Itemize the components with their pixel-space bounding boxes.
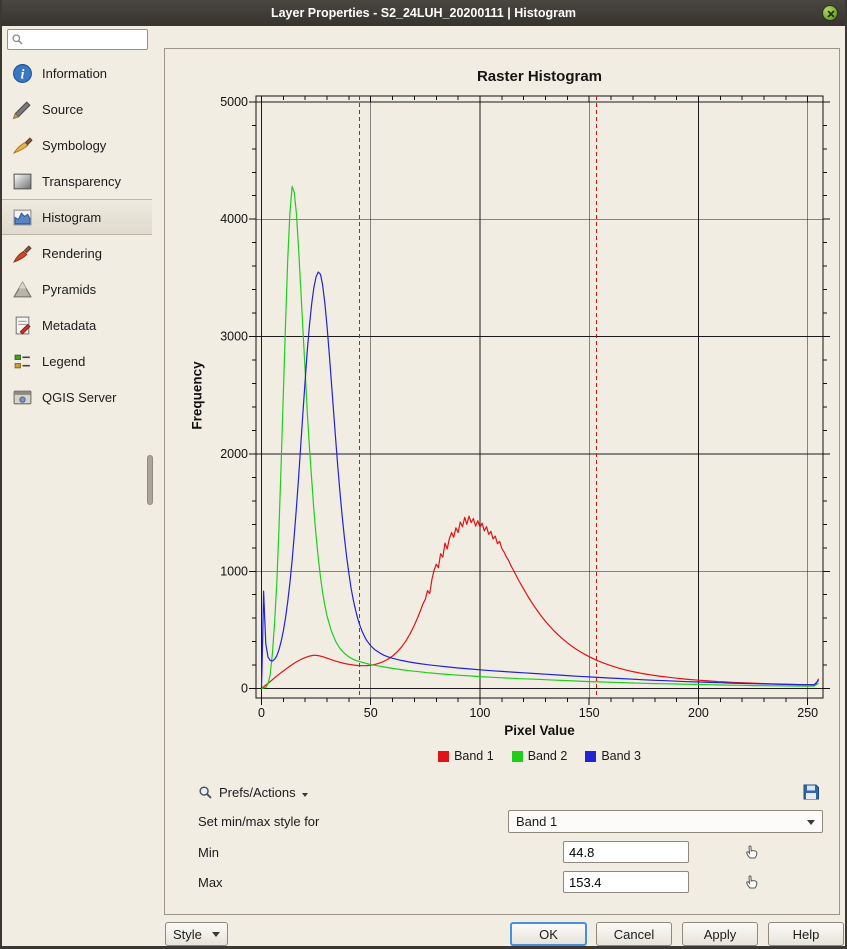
sidebar-item-symbology[interactable]: Symbology — [2, 127, 152, 163]
band1-swatch — [438, 750, 450, 762]
min-input[interactable] — [563, 841, 689, 863]
svg-text:0: 0 — [258, 706, 265, 720]
hand-pointer-icon — [746, 844, 758, 858]
sidebar-search-input[interactable] — [7, 29, 148, 50]
svg-text:0: 0 — [241, 682, 248, 696]
legend-item-band2: Band 2 — [511, 749, 567, 763]
svg-text:2000: 2000 — [220, 447, 248, 461]
sidebar-item-metadata[interactable]: Metadata — [2, 307, 152, 343]
sidebar-item-rendering[interactable]: Rendering — [2, 235, 152, 271]
max-label: Max — [198, 875, 223, 890]
sidebar-nav: i Information Source Symbology — [2, 55, 152, 415]
ok-button[interactable]: OK — [510, 922, 587, 946]
svg-text:50: 50 — [364, 706, 378, 720]
sidebar-item-qgis-server[interactable]: QGIS Server — [2, 379, 152, 415]
close-icon — [827, 10, 835, 18]
sidebar-item-legend[interactable]: Legend — [2, 343, 152, 379]
transparency-icon — [11, 170, 33, 192]
pick-min-button[interactable] — [741, 841, 763, 863]
max-input[interactable] — [563, 871, 689, 893]
sidebar-item-histogram[interactable]: Histogram — [2, 199, 152, 235]
prefs-actions-button[interactable]: Prefs/Actions — [198, 785, 308, 800]
pick-max-button[interactable] — [741, 871, 763, 893]
hand-pointer-icon — [746, 874, 758, 888]
histogram-panel: Raster Histogram 0 50 100 150 200 250 0 1000 200… — [164, 48, 840, 915]
x-axis-label: Pixel Value — [504, 723, 575, 738]
source-icon — [11, 98, 33, 120]
save-histogram-button[interactable] — [799, 782, 823, 804]
legend-icon — [11, 350, 33, 372]
histogram-icon — [11, 206, 33, 228]
help-button[interactable]: Help — [768, 922, 844, 946]
chart-legend: Band 1 Band 2 Band 3 — [256, 749, 823, 763]
band3-swatch — [585, 750, 597, 762]
legend-item-band3: Band 3 — [585, 749, 641, 763]
band-select[interactable]: Band 1 — [508, 810, 823, 833]
legend-item-band1: Band 1 — [438, 749, 494, 763]
y-axis-label: Frequency — [189, 361, 205, 430]
close-button[interactable] — [822, 5, 838, 21]
save-icon — [803, 784, 819, 799]
metadata-icon — [11, 314, 33, 336]
sidebar-item-information[interactable]: i Information — [2, 55, 152, 91]
svg-text:4000: 4000 — [220, 212, 248, 226]
pyramids-icon — [11, 278, 33, 300]
raster-histogram-chart[interactable]: 0 50 100 150 200 250 0 1000 2000 3000 4000 5000 — [165, 49, 841, 721]
svg-text:100: 100 — [470, 706, 491, 720]
menu-arrow-icon — [301, 793, 308, 797]
cancel-button[interactable]: Cancel — [596, 922, 672, 946]
svg-text:3000: 3000 — [220, 330, 248, 344]
magnifier-icon — [199, 785, 212, 799]
svg-text:5000: 5000 — [220, 95, 248, 109]
apply-button[interactable]: Apply — [682, 922, 758, 946]
info-icon: i — [11, 62, 33, 84]
sidebar-item-transparency[interactable]: Transparency — [2, 163, 152, 199]
titlebar[interactable]: Layer Properties - S2_24LUH_20200111 | H… — [2, 0, 845, 26]
band2-swatch — [511, 750, 523, 762]
chart-title: Raster Histogram — [476, 68, 603, 85]
symbology-icon — [11, 134, 33, 156]
server-icon — [11, 386, 33, 408]
set-minmax-label: Set min/max style for — [198, 814, 320, 829]
sidebar-item-source[interactable]: Source — [2, 91, 152, 127]
svg-text:i: i — [20, 66, 24, 81]
sidebar-item-pyramids[interactable]: Pyramids — [2, 271, 152, 307]
chevron-down-icon — [807, 820, 815, 825]
sidebar: i Information Source Symbology — [2, 26, 152, 946]
svg-text:1000: 1000 — [220, 564, 248, 578]
style-menu-button[interactable]: Style — [165, 922, 228, 946]
chevron-down-icon — [212, 931, 220, 937]
min-label: Min — [198, 845, 219, 860]
splitter-handle[interactable] — [147, 455, 153, 505]
svg-text:150: 150 — [579, 706, 600, 720]
svg-text:200: 200 — [688, 706, 709, 720]
rendering-icon — [11, 242, 33, 264]
window-title: Layer Properties - S2_24LUH_20200111 | H… — [270, 6, 577, 20]
svg-text:250: 250 — [797, 706, 818, 720]
